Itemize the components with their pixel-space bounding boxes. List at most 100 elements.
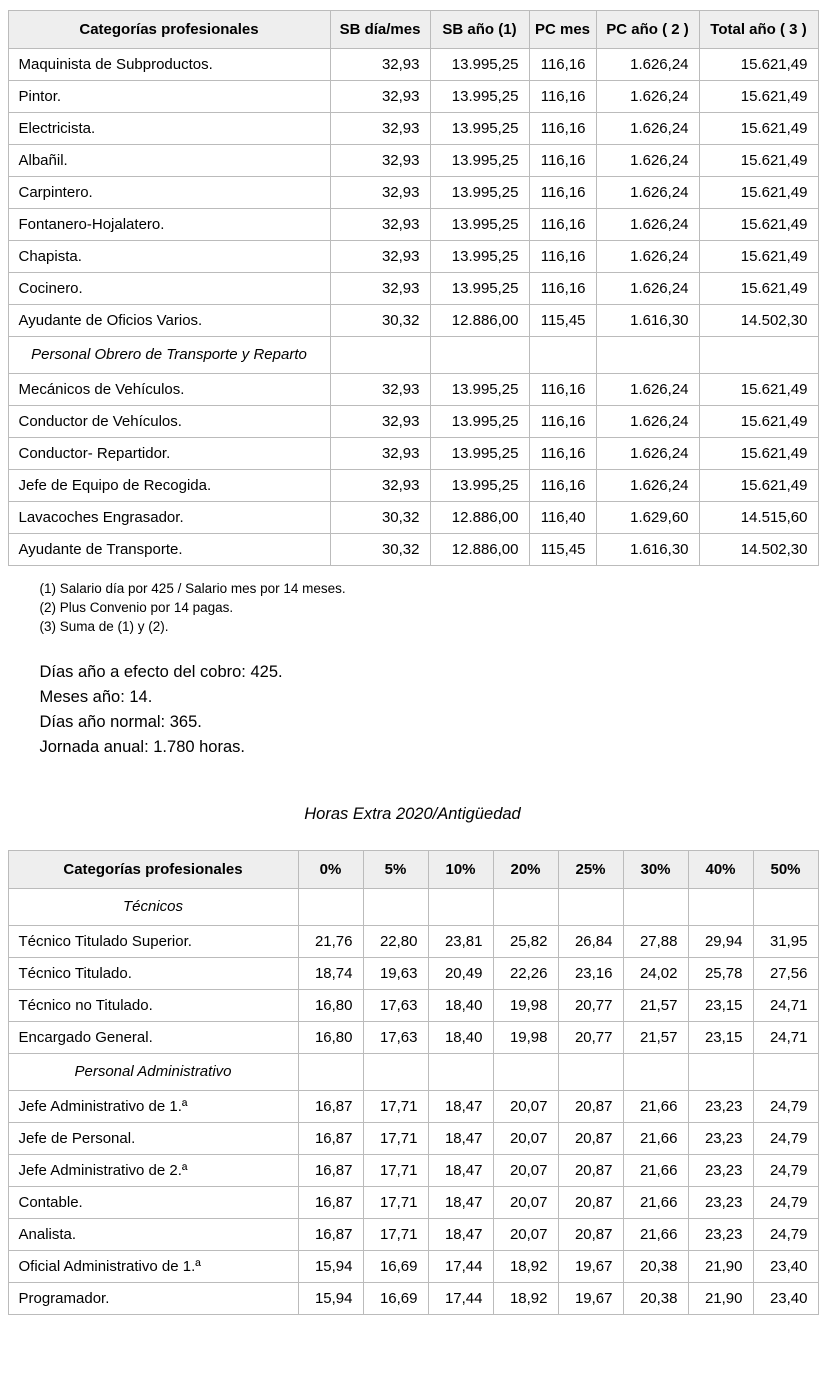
section-row: Personal Administrativo — [7, 1053, 819, 1091]
row-label: Jefe Administrativo de 2.ª — [7, 1153, 299, 1187]
value-cell: 20,38 — [622, 1281, 689, 1315]
value-cell: 17,71 — [362, 1217, 429, 1251]
footnote-1: (1) Salario día por 425 / Salario mes po… — [39, 580, 346, 596]
row-label: Analista. — [7, 1217, 299, 1251]
value-cell: 23,23 — [687, 1153, 754, 1187]
value-cell: 116,16 — [528, 80, 597, 113]
salary-table: Categorías profesionales SB día/mes SB año… — [7, 10, 819, 566]
value-cell: 20,07 — [492, 1185, 559, 1219]
table-row: Electricista. 32,93 13.995,25 116,16 1.626,2… — [7, 112, 819, 145]
value-cell: 32,93 — [329, 240, 431, 273]
column-header: 5% — [362, 850, 429, 890]
value-cell: 21,66 — [622, 1089, 689, 1123]
value-cell: 25,78 — [687, 957, 754, 991]
value-cell: 116,16 — [528, 240, 597, 273]
value-cell: 17,71 — [362, 1185, 429, 1219]
value-cell: 24,02 — [622, 957, 689, 991]
value-cell: 23,23 — [687, 1217, 754, 1251]
column-header: PC mes — [528, 10, 597, 49]
row-label: Cocinero. — [7, 272, 331, 305]
value-cell — [297, 888, 364, 927]
value-cell: 24,79 — [752, 1089, 819, 1123]
value-cell: 15.621,49 — [698, 272, 819, 305]
value-cell: 20,07 — [492, 1217, 559, 1251]
value-cell: 1.626,24 — [595, 468, 700, 502]
value-cell: 1.626,24 — [595, 144, 700, 177]
value-cell: 13.995,25 — [429, 372, 530, 406]
value-cell: 23,40 — [752, 1249, 819, 1283]
footnote-2: (2) Plus Convenio por 14 pagas. — [39, 599, 234, 615]
value-cell — [362, 1053, 429, 1091]
value-cell: 24,79 — [752, 1217, 819, 1251]
row-label: Técnico no Titulado. — [7, 989, 299, 1023]
value-cell: 21,76 — [297, 925, 364, 959]
value-cell: 15.621,49 — [698, 372, 819, 406]
value-cell: 23,40 — [752, 1281, 819, 1315]
value-cell: 20,07 — [492, 1153, 559, 1187]
value-cell: 15.621,49 — [698, 468, 819, 502]
salary-table-body: Maquinista de Subproductos. 32,93 13.995,2… — [7, 48, 819, 566]
table-row: Técnico no Titulado. 16,80 17,63 18,40 19,98… — [7, 989, 819, 1023]
value-cell — [698, 336, 819, 374]
table-row: Analista. 16,87 17,71 18,47 20,07 20,87 21,66 2… — [7, 1217, 819, 1251]
value-cell: 115,45 — [528, 532, 597, 566]
value-cell: 21,57 — [622, 1021, 689, 1055]
value-cell: 20,77 — [557, 1021, 624, 1055]
value-cell: 115,45 — [528, 304, 597, 337]
value-cell — [752, 888, 819, 927]
value-cell — [687, 1053, 754, 1091]
value-cell: 24,79 — [752, 1153, 819, 1187]
value-cell: 1.626,24 — [595, 48, 700, 81]
column-header: Categorías profesionales — [7, 850, 299, 890]
value-cell: 23,16 — [557, 957, 624, 991]
table-row: Albañil. 32,93 13.995,25 116,16 1.626,24 15.6… — [7, 144, 819, 177]
value-cell: 21,66 — [622, 1217, 689, 1251]
value-cell: 16,87 — [297, 1089, 364, 1123]
value-cell: 32,93 — [329, 372, 431, 406]
value-cell: 18,40 — [427, 989, 494, 1023]
value-cell: 31,95 — [752, 925, 819, 959]
value-cell: 30,32 — [329, 304, 431, 337]
value-cell: 15.621,49 — [698, 404, 819, 438]
row-label: Conductor- Repartidor. — [7, 436, 331, 470]
value-cell: 32,93 — [329, 112, 431, 145]
value-cell — [362, 888, 429, 927]
value-cell: 15,94 — [297, 1281, 364, 1315]
value-cell: 18,47 — [427, 1153, 494, 1187]
table-row: Conductor- Repartidor. 32,93 13.995,25 116,… — [7, 436, 819, 470]
value-cell: 21,90 — [687, 1249, 754, 1283]
value-cell: 18,92 — [492, 1281, 559, 1315]
row-label: Técnico Titulado Superior. — [7, 925, 299, 959]
value-cell — [492, 888, 559, 927]
value-cell: 12.886,00 — [429, 304, 530, 337]
value-cell: 21,57 — [622, 989, 689, 1023]
info-line-jornada: Jornada anual: 1.780 horas. — [39, 737, 246, 756]
value-cell: 1.626,24 — [595, 436, 700, 470]
value-cell: 16,80 — [297, 1021, 364, 1055]
value-cell: 16,69 — [362, 1249, 429, 1283]
value-cell: 1.629,60 — [595, 500, 700, 534]
row-label: Conductor de Vehículos. — [7, 404, 331, 438]
row-label: Albañil. — [7, 144, 331, 177]
column-header: 20% — [492, 850, 559, 890]
table-row: Técnico Titulado. 18,74 19,63 20,49 22,26 23,… — [7, 957, 819, 991]
value-cell: 19,67 — [557, 1249, 624, 1283]
table-row: Jefe Administrativo de 2.ª 16,87 17,71 18,4… — [7, 1153, 819, 1187]
value-cell: 17,63 — [362, 989, 429, 1023]
row-label: Jefe de Equipo de Recogida. — [7, 468, 331, 502]
value-cell — [329, 336, 431, 374]
value-cell: 25,82 — [492, 925, 559, 959]
value-cell: 18,47 — [427, 1089, 494, 1123]
table-row: Chapista. 32,93 13.995,25 116,16 1.626,24 15.… — [7, 240, 819, 273]
value-cell: 24,79 — [752, 1121, 819, 1155]
table-row: Encargado General. 16,80 17,63 18,40 19,98 20… — [7, 1021, 819, 1055]
value-cell: 20,87 — [557, 1089, 624, 1123]
column-header: SB año (1) — [429, 10, 530, 49]
value-cell: 13.995,25 — [429, 176, 530, 209]
value-cell: 1.616,30 — [595, 304, 700, 337]
value-cell: 15.621,49 — [698, 144, 819, 177]
value-cell: 27,56 — [752, 957, 819, 991]
value-cell: 14.502,30 — [698, 532, 819, 566]
value-cell: 18,47 — [427, 1185, 494, 1219]
value-cell: 32,93 — [329, 436, 431, 470]
